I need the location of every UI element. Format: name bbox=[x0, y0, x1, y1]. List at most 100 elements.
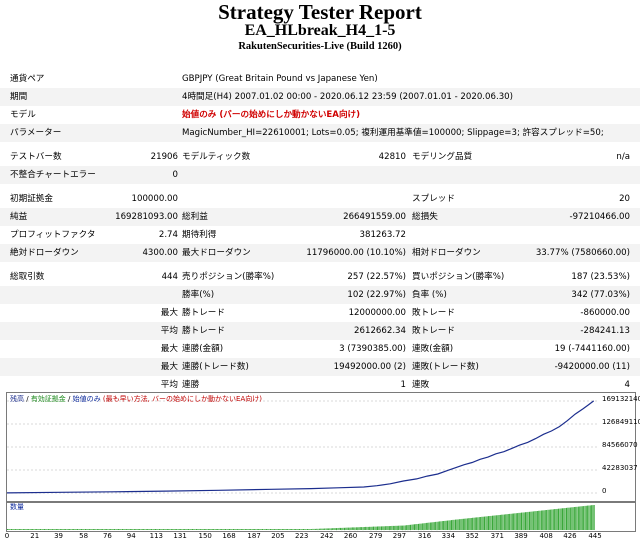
row-pf: プロフィットファクタ 2.74 期待利得 381263.72 bbox=[0, 226, 640, 244]
volume-bar bbox=[33, 529, 35, 530]
volume-bar bbox=[219, 529, 221, 530]
volume-bar bbox=[128, 529, 130, 530]
volume-bar bbox=[363, 527, 365, 530]
volume-bar bbox=[197, 529, 199, 530]
volume-bar bbox=[481, 516, 483, 530]
volume-bar bbox=[571, 507, 573, 530]
volume-bar bbox=[127, 529, 129, 530]
volume-bar bbox=[362, 527, 364, 531]
volume-bar bbox=[312, 528, 314, 530]
volume-bar bbox=[178, 529, 180, 530]
volume-bar bbox=[20, 529, 22, 530]
volume-bar bbox=[346, 527, 348, 530]
volume-bar bbox=[506, 514, 508, 530]
x-tick-label: 334 bbox=[441, 532, 456, 540]
gross-profit-label: 総利益 bbox=[182, 212, 208, 222]
volume-bar bbox=[125, 529, 127, 530]
volume-bar bbox=[131, 529, 133, 530]
max-loss-value: -860000.00 bbox=[580, 308, 630, 318]
volume-bar bbox=[456, 519, 458, 530]
volume-bar bbox=[337, 528, 339, 530]
row-cons-cnt: 最大 連勝(トレード数) 19492000.00 (2) 連敗(トレード数) -… bbox=[0, 358, 640, 376]
volume-bar bbox=[572, 507, 574, 530]
volume-bar bbox=[283, 529, 285, 530]
volume-bar bbox=[231, 529, 233, 530]
deposit-value: 100000.00 bbox=[131, 194, 178, 204]
row-avg-trade: 平均 勝トレード 2612662.34 敗トレード -284241.13 bbox=[0, 322, 640, 340]
volume-bar bbox=[244, 529, 246, 530]
volume-bar bbox=[285, 529, 287, 530]
volume-bar bbox=[217, 529, 219, 530]
volume-bar bbox=[173, 529, 175, 530]
row-net: 純益 169281093.00 総利益 266491559.00 総損失 -97… bbox=[0, 208, 640, 226]
volume-bar bbox=[330, 528, 332, 531]
avg-cons-win-label: 連勝 bbox=[182, 380, 200, 390]
volume-bar bbox=[66, 529, 68, 530]
x-tick-label: 58 bbox=[79, 532, 89, 540]
volume-bar bbox=[556, 508, 558, 530]
volume-bar bbox=[170, 529, 172, 530]
volume-bar bbox=[207, 529, 209, 530]
volume-bar bbox=[236, 529, 238, 530]
volume-bar bbox=[57, 529, 59, 530]
volume-bar bbox=[379, 526, 381, 530]
volume-bar bbox=[254, 529, 256, 530]
volume-bar bbox=[495, 515, 497, 530]
x-tick-label: 0 bbox=[4, 532, 10, 540]
x-tick-label: 297 bbox=[392, 532, 407, 540]
volume-bar bbox=[334, 528, 336, 530]
volume-bar bbox=[99, 529, 101, 530]
volume-bar bbox=[526, 512, 528, 530]
volume-bar bbox=[536, 511, 538, 530]
volume-bar bbox=[233, 529, 234, 530]
balance-chart-svg bbox=[6, 400, 599, 494]
volume-bar bbox=[580, 506, 582, 530]
volume-bar bbox=[48, 529, 49, 530]
row-period: 期間 4時間足(H4) 2007.01.02 00:00 - 2020.06.1… bbox=[0, 88, 640, 106]
period-label: 期間 bbox=[10, 92, 28, 102]
volume-bar bbox=[514, 513, 516, 530]
volume-bar bbox=[215, 529, 217, 530]
volume-bar bbox=[189, 529, 191, 530]
row-bars: テストバー数 21906 モデルティック数 42810 モデリング品質 n/a bbox=[0, 148, 640, 166]
volume-bar bbox=[44, 529, 45, 530]
volume-bar bbox=[435, 521, 437, 530]
volume-bar bbox=[437, 521, 439, 530]
volume-bar bbox=[251, 529, 253, 530]
volume-bar bbox=[169, 529, 171, 530]
volume-bar bbox=[388, 526, 390, 531]
row-drawdown: 絶対ドローダウン 4300.00 最大ドローダウン 11796000.00 (1… bbox=[0, 244, 640, 262]
volume-bar bbox=[78, 529, 80, 530]
pf-label: プロフィットファクタ bbox=[10, 230, 96, 240]
row-max-trade: 最大 勝トレード 12000000.00 敗トレード -860000.00 bbox=[0, 304, 640, 322]
ticks-label: モデルティック数 bbox=[182, 152, 251, 162]
volume-bar bbox=[275, 529, 277, 530]
volume-bar bbox=[90, 529, 92, 530]
volume-bar bbox=[147, 529, 149, 530]
x-tick-label: 21 bbox=[30, 532, 40, 540]
cons-win-cnt-value: 19492000.00 (2) bbox=[333, 362, 406, 372]
short-value: 257 (22.57%) bbox=[347, 272, 406, 282]
legend-sep-2: / bbox=[65, 395, 73, 403]
ea-name: EA_HLbreak_H4_1-5 bbox=[244, 22, 396, 39]
volume-bar bbox=[227, 529, 229, 530]
loss-pct-label: 負率 (%) bbox=[412, 290, 447, 300]
volume-bar bbox=[357, 527, 359, 531]
volume-bar bbox=[328, 528, 330, 530]
volume-bar bbox=[67, 529, 69, 530]
volume-bar bbox=[247, 529, 249, 530]
volume-bar bbox=[554, 509, 556, 530]
gross-loss-value: -97210466.00 bbox=[569, 212, 630, 222]
volume-bar bbox=[377, 526, 378, 530]
x-tick-label: 223 bbox=[294, 532, 309, 540]
volume-bar bbox=[120, 529, 122, 530]
max-word: 最大 bbox=[160, 308, 178, 318]
x-tick-label: 426 bbox=[563, 532, 577, 540]
volume-bar bbox=[24, 529, 26, 530]
volume-bar bbox=[289, 529, 291, 530]
volume-bar bbox=[210, 529, 212, 530]
volume-bar bbox=[453, 519, 455, 530]
volume-bar bbox=[478, 517, 480, 530]
x-tick-label: 39 bbox=[54, 532, 63, 540]
volume-bar bbox=[12, 529, 14, 530]
